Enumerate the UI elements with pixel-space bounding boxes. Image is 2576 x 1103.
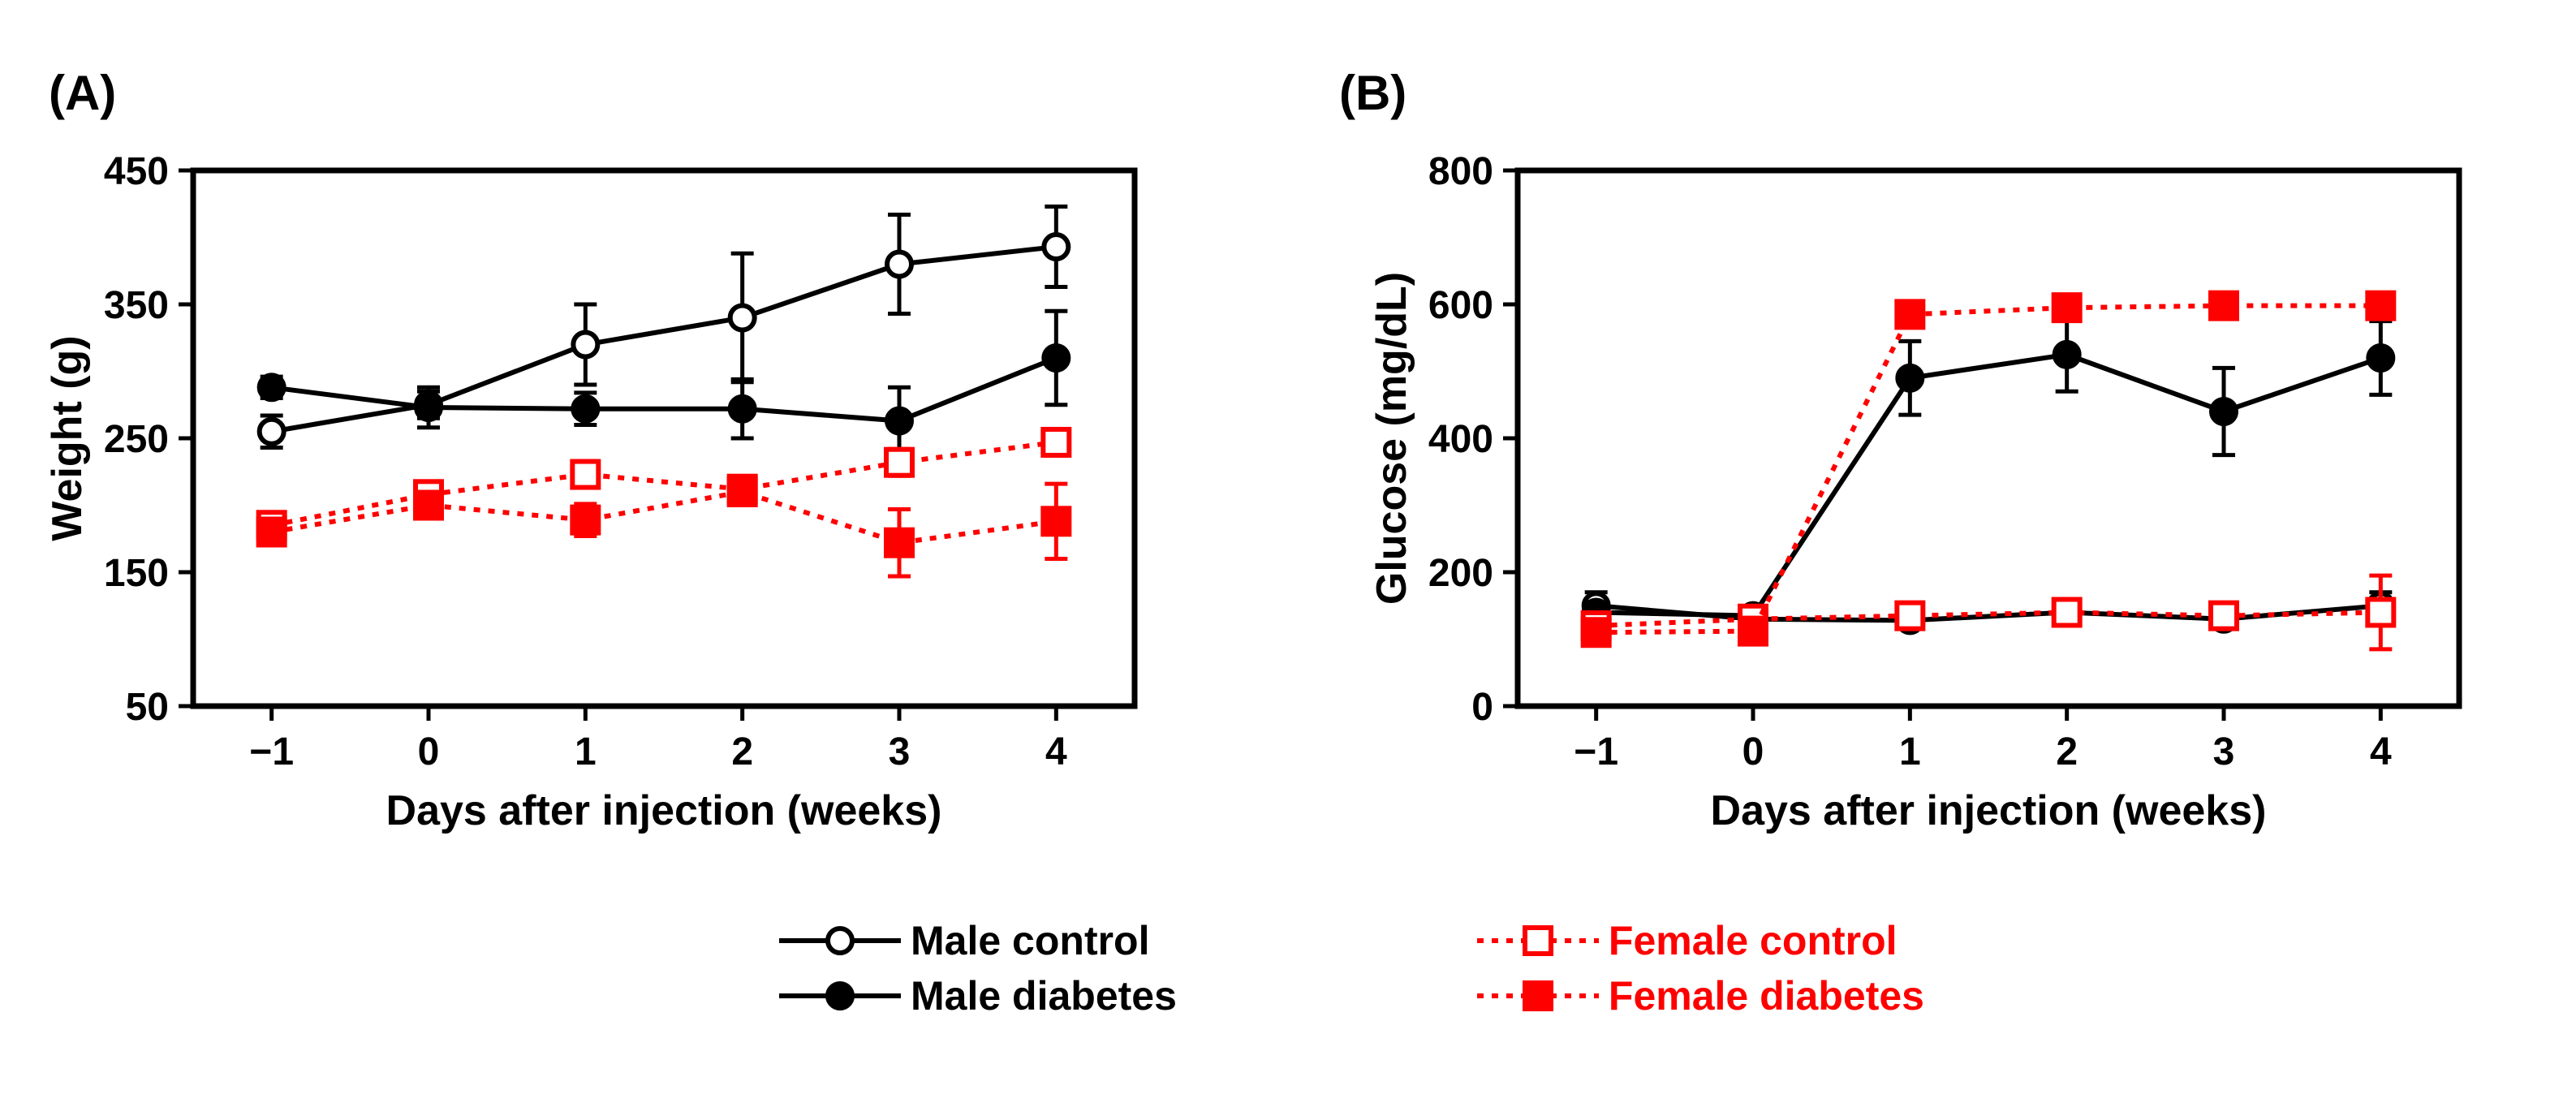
legend-symbol-icon (779, 976, 901, 1016)
legend-label: Male control (911, 917, 1149, 964)
legend-item-female_diabetes: Female diabetes (1477, 972, 1924, 1019)
y-tick-label: 400 (1428, 418, 1493, 461)
y-tick-label: 0 (1471, 686, 1493, 729)
series-line-female_diabetes (1596, 306, 2381, 633)
legend-label: Female diabetes (1609, 972, 1924, 1019)
legend-symbol-icon (1477, 976, 1599, 1016)
x-tick-label: 3 (2213, 730, 2235, 773)
y-axis-label: Glucose (mg/dL) (1368, 272, 1415, 605)
legend-label: Female control (1609, 917, 1898, 964)
legend-symbol-icon (779, 920, 901, 961)
y-tick-label: 800 (1428, 150, 1493, 193)
x-tick-label: 4 (2370, 730, 2392, 773)
legend-item-male_control: Male control (779, 917, 1177, 964)
legend-item-male_diabetes: Male diabetes (779, 972, 1177, 1019)
y-tick-label: 600 (1428, 284, 1493, 327)
legend-item-female_control: Female control (1477, 917, 1924, 964)
x-tick-label: −1 (1574, 730, 1618, 773)
legend: Male control Male diabetes Female control F… (779, 917, 1924, 1019)
x-tick-label: 2 (2056, 730, 2078, 773)
x-tick-label: 1 (1899, 730, 1921, 773)
y-tick-label: 200 (1428, 552, 1493, 595)
legend-symbol-icon (1477, 920, 1599, 961)
series-line-male_diabetes (1596, 355, 2381, 616)
x-tick-label: 0 (1742, 730, 1764, 773)
x-axis-label: Days after injection (weeks) (1711, 787, 2267, 834)
legend-label: Male diabetes (911, 972, 1177, 1019)
